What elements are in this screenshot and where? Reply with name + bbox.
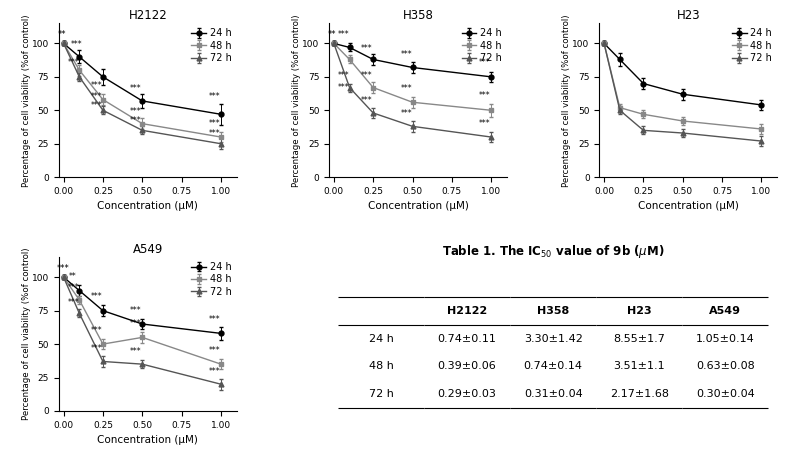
Text: ***: ***	[130, 84, 142, 93]
Title: H23: H23	[677, 9, 700, 22]
Title: H2122: H2122	[129, 9, 167, 22]
Text: **: **	[69, 272, 77, 281]
Text: ***: ***	[361, 44, 373, 53]
Y-axis label: Percentage of cell viability (%of control): Percentage of cell viability (%of contro…	[21, 248, 31, 420]
Text: ***: ***	[400, 109, 412, 118]
Text: ***: ***	[130, 116, 142, 125]
Text: ***: ***	[91, 81, 103, 90]
Text: ***: ***	[209, 315, 221, 324]
Text: ***: ***	[209, 92, 221, 101]
Text: ***: ***	[91, 292, 103, 301]
Text: ***: ***	[71, 40, 82, 49]
Text: ***: ***	[130, 347, 142, 356]
Text: ***: ***	[57, 264, 70, 273]
Text: ***: ***	[209, 119, 221, 127]
Text: ***: ***	[479, 91, 491, 99]
Text: ***: ***	[68, 283, 78, 292]
Text: ***: ***	[91, 101, 103, 110]
Legend: 24 h, 48 h, 72 h: 24 h, 48 h, 72 h	[460, 26, 504, 65]
Text: ***: ***	[91, 345, 103, 354]
Text: ***: ***	[130, 306, 142, 315]
Title: H358: H358	[403, 9, 433, 22]
Y-axis label: Percentage of cell viability (%of control): Percentage of cell viability (%of contro…	[562, 14, 571, 186]
Text: ***: ***	[338, 83, 349, 92]
Y-axis label: Percentage of cell viability (%of control): Percentage of cell viability (%of contro…	[21, 14, 31, 186]
Title: Table 1. The IC$_{50}$ value of $\mathbf{9b}$ ($\mu$M): Table 1. The IC$_{50}$ value of $\mathbf…	[442, 243, 664, 260]
X-axis label: Concentration (μM): Concentration (μM)	[97, 201, 198, 212]
Text: ***: ***	[68, 58, 78, 68]
Text: **: **	[328, 30, 337, 39]
Text: ***: ***	[68, 297, 78, 307]
Text: ***: ***	[130, 106, 142, 116]
Text: ***: ***	[400, 84, 412, 93]
Text: ***: ***	[479, 58, 491, 68]
Text: ***: ***	[209, 367, 221, 376]
Text: ***: ***	[130, 319, 142, 328]
X-axis label: Concentration (μM): Concentration (μM)	[638, 201, 739, 212]
Text: ***: ***	[209, 346, 221, 355]
Text: ***: ***	[400, 50, 412, 59]
Legend: 24 h, 48 h, 72 h: 24 h, 48 h, 72 h	[189, 26, 234, 65]
Text: **: **	[58, 30, 66, 39]
Y-axis label: Percentage of cell viability (%of control): Percentage of cell viability (%of contro…	[292, 14, 301, 186]
Text: ***: ***	[91, 92, 103, 101]
Text: ***: ***	[91, 325, 103, 335]
Legend: 24 h, 48 h, 72 h: 24 h, 48 h, 72 h	[189, 260, 234, 299]
Legend: 24 h, 48 h, 72 h: 24 h, 48 h, 72 h	[730, 26, 774, 65]
Title: A549: A549	[133, 243, 163, 256]
Text: ***: ***	[361, 71, 373, 79]
Text: ***: ***	[338, 71, 349, 79]
Text: ***: ***	[338, 30, 349, 39]
Text: ***: ***	[209, 129, 221, 138]
Text: ***: ***	[361, 96, 373, 105]
Text: ***: ***	[479, 119, 491, 127]
X-axis label: Concentration (μM): Concentration (μM)	[367, 201, 469, 212]
X-axis label: Concentration (μM): Concentration (μM)	[97, 435, 198, 445]
